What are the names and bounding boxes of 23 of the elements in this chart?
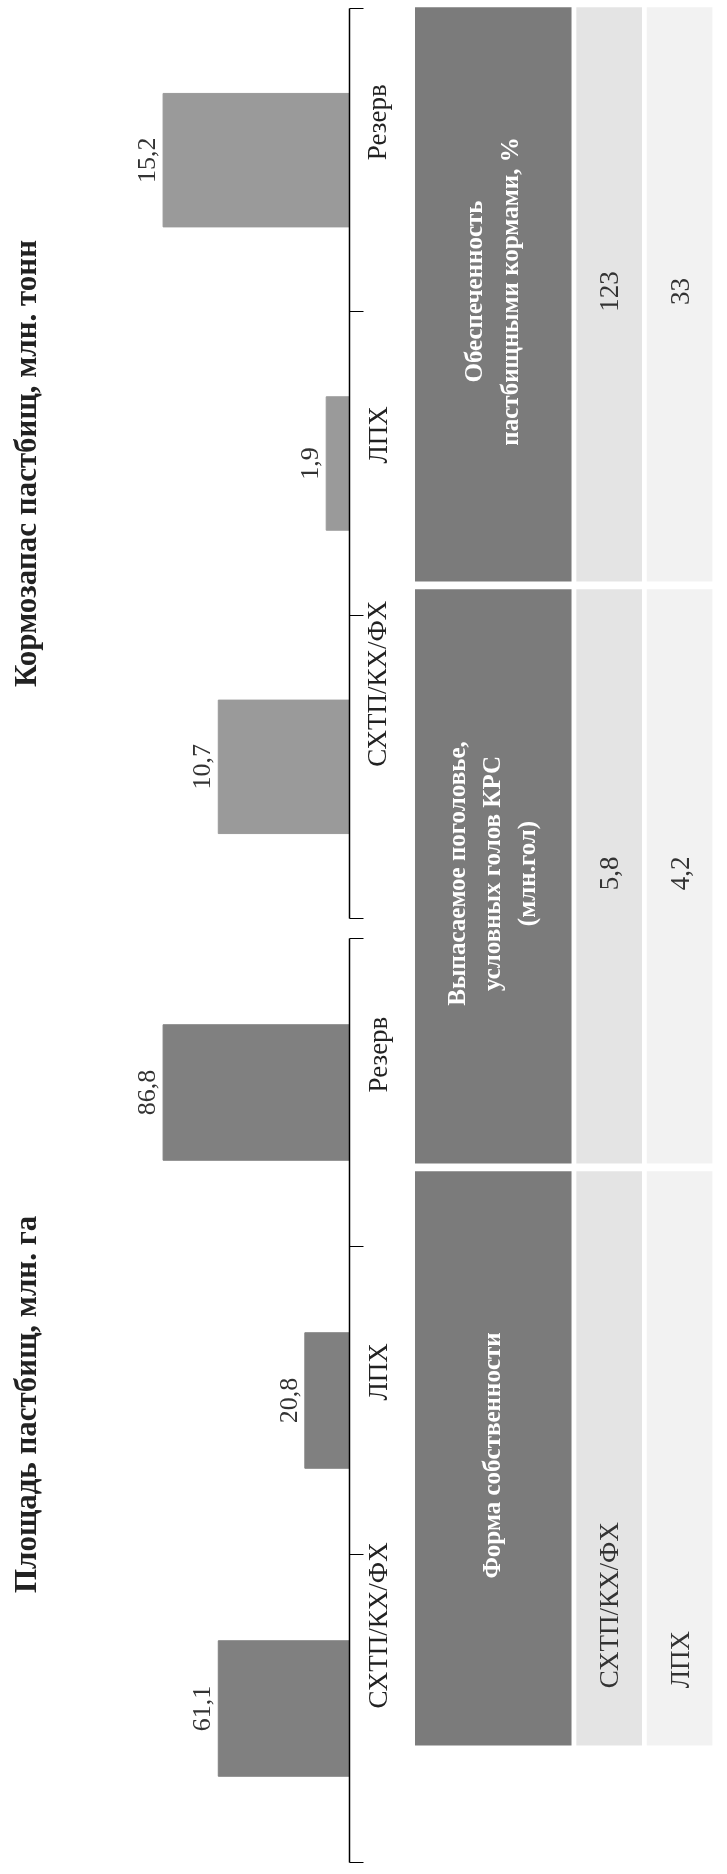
y-tick-label: СХТП/КХ/ФХ <box>362 1541 393 1709</box>
data-label: 61,1 <box>187 1685 217 1732</box>
category-label: Выпасаемое поголовье, условных голов КРС (млн.гол) <box>442 741 542 1006</box>
text: 33 <box>664 277 695 305</box>
text: 5,8 <box>594 856 625 891</box>
category-label: ЛПХ <box>664 1630 695 1689</box>
text: Площадь пастбищ, млн. га <box>7 1215 43 1594</box>
data-label: 86,8 <box>132 1069 162 1116</box>
y-tick-label: СХТП/КХ/ФХ <box>362 600 393 767</box>
text: Кормозапас пастбищ, млн. тонн <box>7 239 43 688</box>
text: 4,2 <box>664 856 695 891</box>
text: 123 <box>594 271 625 312</box>
data-label: 20,8 <box>273 1377 303 1424</box>
data-label: 15,2 <box>132 137 162 183</box>
y-tick-label: ЛПХ <box>362 405 393 464</box>
text: Форма собственности <box>478 1332 506 1579</box>
data-label: 1,9 <box>295 447 325 480</box>
category-label: Обеспеченность пастбищными кормами, % <box>460 137 523 446</box>
y-tick-label: ЛПХ <box>362 1342 393 1401</box>
category-label: СХТП/КХ/ФХ <box>594 1522 625 1689</box>
y-tick-label: Резерв <box>362 84 393 161</box>
y-tick-label: Резерв <box>362 1016 393 1093</box>
data-label: 10,7 <box>187 744 217 790</box>
